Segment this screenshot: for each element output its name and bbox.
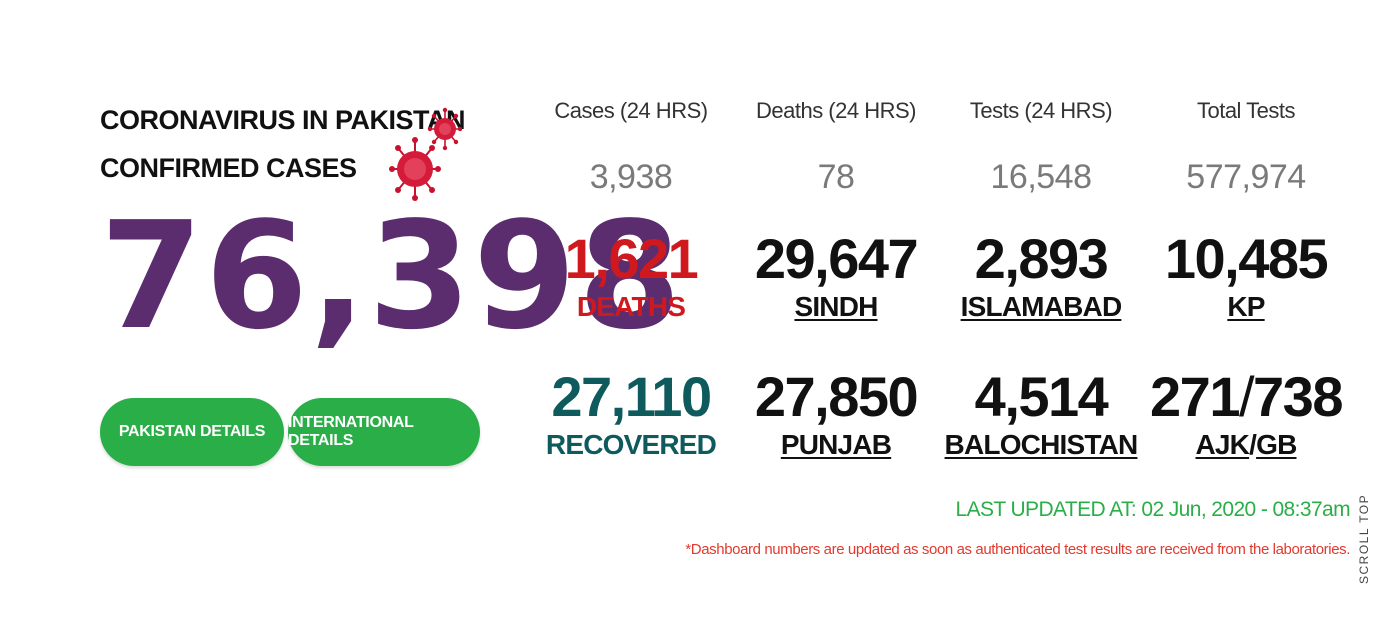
ajk-gb-values: 271/738 <box>1141 366 1351 428</box>
deaths-label: DEATHS <box>526 290 736 324</box>
cases-24h-value: 3,938 <box>536 158 726 197</box>
gb-value: 738 <box>1253 365 1342 428</box>
tests-24h-value: 16,548 <box>946 158 1136 197</box>
pakistan-details-button[interactable]: PAKISTAN DETAILS <box>100 398 284 466</box>
deaths-stat: 1,621 DEATHS <box>526 228 736 324</box>
last-updated-text: LAST UPDATED AT: 02 Jun, 2020 - 08:37am <box>956 498 1350 522</box>
islamabad-link[interactable]: ISLAMABAD <box>936 290 1146 324</box>
total-tests-value: 577,974 <box>1151 158 1341 197</box>
balochistan-stat[interactable]: 4,514 BALOCHISTAN <box>936 366 1146 462</box>
scroll-top-button[interactable]: SCROLL TOP <box>1357 494 1371 584</box>
kp-stat[interactable]: 10,485 KP <box>1141 228 1351 324</box>
gb-link[interactable]: GB <box>1256 429 1296 460</box>
deaths-24h-label: Deaths (24 HRS) <box>741 98 931 124</box>
ajk-gb-separator: / <box>1239 365 1253 428</box>
kp-link[interactable]: KP <box>1141 290 1351 324</box>
sindh-stat[interactable]: 29,647 SINDH <box>731 228 941 324</box>
sindh-value: 29,647 <box>731 228 941 290</box>
islamabad-value: 2,893 <box>936 228 1146 290</box>
islamabad-stat[interactable]: 2,893 ISLAMABAD <box>936 228 1146 324</box>
balochistan-value: 4,514 <box>936 366 1146 428</box>
sindh-link[interactable]: SINDH <box>731 290 941 324</box>
deaths-24h-value: 78 <box>741 158 931 197</box>
recovered-stat: 27,110 RECOVERED <box>526 366 736 462</box>
ajk-link[interactable]: AJK <box>1195 429 1249 460</box>
ajk-value: 271 <box>1150 365 1239 428</box>
punjab-value: 27,850 <box>731 366 941 428</box>
international-details-button[interactable]: INTERNATIONAL DETAILS <box>288 398 480 466</box>
total-tests-label: Total Tests <box>1151 98 1341 124</box>
ajk-gb-stat[interactable]: 271/738 AJK/GB <box>1141 366 1351 462</box>
disclaimer-text: *Dashboard numbers are updated as soon a… <box>685 541 1350 558</box>
recovered-label: RECOVERED <box>526 428 736 462</box>
cases-24h-label: Cases (24 HRS) <box>536 98 726 124</box>
kp-value: 10,485 <box>1141 228 1351 290</box>
deaths-value: 1,621 <box>526 228 736 290</box>
tests-24h-label: Tests (24 HRS) <box>946 98 1136 124</box>
recovered-value: 27,110 <box>526 366 736 428</box>
punjab-stat[interactable]: 27,850 PUNJAB <box>731 366 941 462</box>
punjab-link[interactable]: PUNJAB <box>731 428 941 462</box>
coronavirus-icon <box>428 106 462 152</box>
ajk-gb-links: AJK/GB <box>1141 428 1351 462</box>
balochistan-link[interactable]: BALOCHISTAN <box>936 428 1146 462</box>
